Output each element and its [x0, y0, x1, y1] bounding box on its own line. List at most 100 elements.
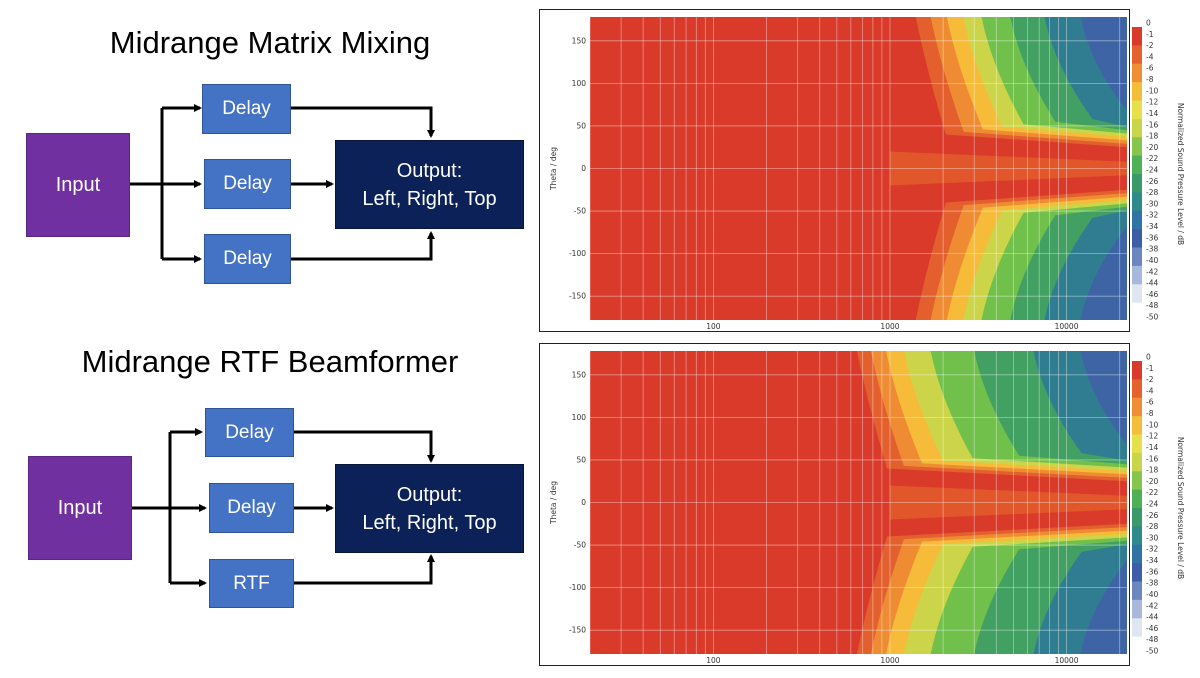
colorbar-tick-label: -2 — [1146, 41, 1154, 50]
colorbar-segment — [1132, 265, 1142, 285]
colorbar-tick-label: -22 — [1146, 488, 1158, 497]
y-tick-label: 50 — [576, 455, 586, 464]
bottom-delay-label-1: Delay — [225, 421, 274, 443]
colorbar-tick-label: -40 — [1146, 256, 1158, 265]
top-delay-label-3: Delay — [223, 248, 272, 269]
colorbar-tick-label: -2 — [1146, 375, 1154, 384]
bottom-rtf-label: RTF — [233, 572, 270, 594]
colorbar-segment — [1132, 229, 1142, 248]
colorbar-segment — [1132, 284, 1142, 304]
x-tick-label: 1000 — [880, 322, 899, 330]
colorbar-tick-label: -34 — [1146, 222, 1158, 231]
colorbar-tick-label: -38 — [1146, 245, 1158, 254]
colorbar-tick-label: -30 — [1146, 533, 1158, 542]
colorbar-tick-label: -48 — [1146, 301, 1158, 310]
colorbar-segment — [1132, 118, 1142, 138]
colorbar: 0 -1 -2 -4 -6 -8 -10 -12 -14 -16 -18 -20 -22 -24 -26 -2… — [1132, 353, 1185, 656]
colorbar-segment — [1132, 137, 1142, 157]
colorbar-tick-label: -46 — [1146, 624, 1158, 633]
heatmap-grid — [590, 17, 1127, 320]
heatmap-svg: 150 100 50 0 -50 -100 -150 100 1000 10000 Frequenc… — [549, 17, 1127, 330]
directivity-plot-bottom: 150 100 50 0 -50 -100 -150 100 1000 10000 Frequenc… — [539, 343, 1130, 666]
colorbar-tick-label: -32 — [1146, 545, 1158, 554]
colorbar-segment — [1132, 45, 1142, 65]
colorbar-tick-label: -24 — [1146, 500, 1158, 509]
colorbar-tick-label: -12 — [1146, 98, 1158, 107]
bottom-output-line2: Left, Right, Top — [362, 511, 497, 534]
bottom-diagram-connectors — [132, 428, 435, 587]
top-input-label: Input — [55, 173, 101, 196]
colorbar-tick-label: -44 — [1146, 279, 1158, 288]
top-diagram-connectors — [130, 104, 435, 263]
y-tick-label: 50 — [576, 121, 586, 130]
bottom-rtf-block: RTF — [209, 559, 294, 608]
colorbar-tick-label: -18 — [1146, 466, 1158, 475]
top-delay-block-3: Delay — [204, 234, 291, 284]
bottom-delay-block-1: Delay — [205, 408, 294, 457]
colorbar-tick-label: -26 — [1146, 511, 1158, 520]
colorbar-tick-label: -42 — [1146, 601, 1158, 610]
colorbar-segment — [1132, 434, 1142, 454]
x-tick-label: 10000 — [1055, 656, 1079, 664]
y-tick-label: 0 — [581, 498, 586, 507]
colorbar-segment — [1132, 636, 1142, 656]
colorbar-segment — [1132, 247, 1142, 267]
colorbar-tick-label: -40 — [1146, 590, 1158, 599]
colorbar-tick-label: -10 — [1146, 420, 1158, 429]
colorbar-segment — [1132, 544, 1142, 564]
x-tick-label: 10000 — [1055, 322, 1079, 330]
x-tick-label: 100 — [706, 656, 721, 664]
colorbar-tick-label: -46 — [1146, 290, 1158, 299]
y-tick-label: 100 — [572, 413, 587, 422]
top-input-block: Input — [26, 133, 130, 237]
heatmap-grid — [590, 351, 1127, 654]
colorbar-tick-label: -24 — [1146, 166, 1158, 175]
y-axis-label: Theta / deg — [549, 481, 558, 525]
colorbar-segment — [1132, 100, 1142, 120]
colorbar-tick-label: -8 — [1146, 409, 1154, 418]
colorbar-tick-label: -42 — [1146, 267, 1158, 276]
colorbar-tick-label: -20 — [1146, 143, 1158, 152]
colorbar-tick-label: -32 — [1146, 211, 1158, 220]
y-tick-label: 0 — [581, 164, 586, 173]
colorbar-tick-label: -1 — [1146, 30, 1154, 39]
y-tick-label: -100 — [569, 583, 586, 592]
heatmap-band-upper — [1080, 351, 1127, 458]
colorbar-tick-label: -8 — [1146, 75, 1154, 84]
colorbar-tick-label: -20 — [1146, 477, 1158, 486]
colorbar-segment — [1132, 210, 1142, 230]
colorbar-tick-label: -48 — [1146, 635, 1158, 644]
x-axis-label: Frequency / Hz — [841, 329, 897, 330]
y-tick-label: -150 — [569, 292, 586, 301]
bottom-delay-label-2: Delay — [227, 497, 276, 518]
top-delay-label-1: Delay — [222, 98, 271, 119]
top-delay-label-2: Delay — [223, 173, 272, 194]
colorbar-tick-label: -28 — [1146, 522, 1158, 531]
heatmap-svg: 150 100 50 0 -50 -100 -150 100 1000 10000 Frequenc… — [549, 351, 1127, 664]
colorbar-tick-label: -28 — [1146, 188, 1158, 197]
y-axis-label: Theta / deg — [549, 147, 558, 191]
colorbar-segment — [1132, 82, 1142, 101]
colorbar-tick-label: -50 — [1146, 647, 1158, 656]
colorbar-tick-label: -12 — [1146, 432, 1158, 441]
colorbar-segment — [1132, 302, 1142, 322]
bottom-output-block: Output: Left, Right, Top — [335, 464, 524, 553]
colorbar-segment — [1132, 471, 1142, 491]
colorbar-segment — [1132, 563, 1142, 582]
colorbar-tick-label: -4 — [1146, 52, 1154, 61]
colorbar-tick-label: -1 — [1146, 364, 1154, 373]
colorbar-tick-label: -36 — [1146, 233, 1158, 242]
colorbar-tick-label: -22 — [1146, 154, 1158, 163]
directivity-plot-top: 150 100 50 0 -50 -100 -150 100 1000 10000 Frequenc… — [539, 9, 1130, 332]
y-tick-label: -150 — [569, 626, 586, 635]
bottom-delay-block-2: Delay — [209, 483, 294, 533]
heatmap-beam — [889, 151, 1127, 186]
colorbar-segment — [1132, 379, 1142, 399]
colorbar-tick-label: -10 — [1146, 86, 1158, 95]
colorbar-tick-label: -14 — [1146, 443, 1158, 452]
colorbar-tick-label: -34 — [1146, 556, 1158, 565]
colorbar-segment — [1132, 618, 1142, 638]
bottom-input-block: Input — [28, 456, 132, 560]
colorbar-segment — [1132, 174, 1142, 193]
colorbar-tick-label: 0 — [1146, 353, 1151, 362]
